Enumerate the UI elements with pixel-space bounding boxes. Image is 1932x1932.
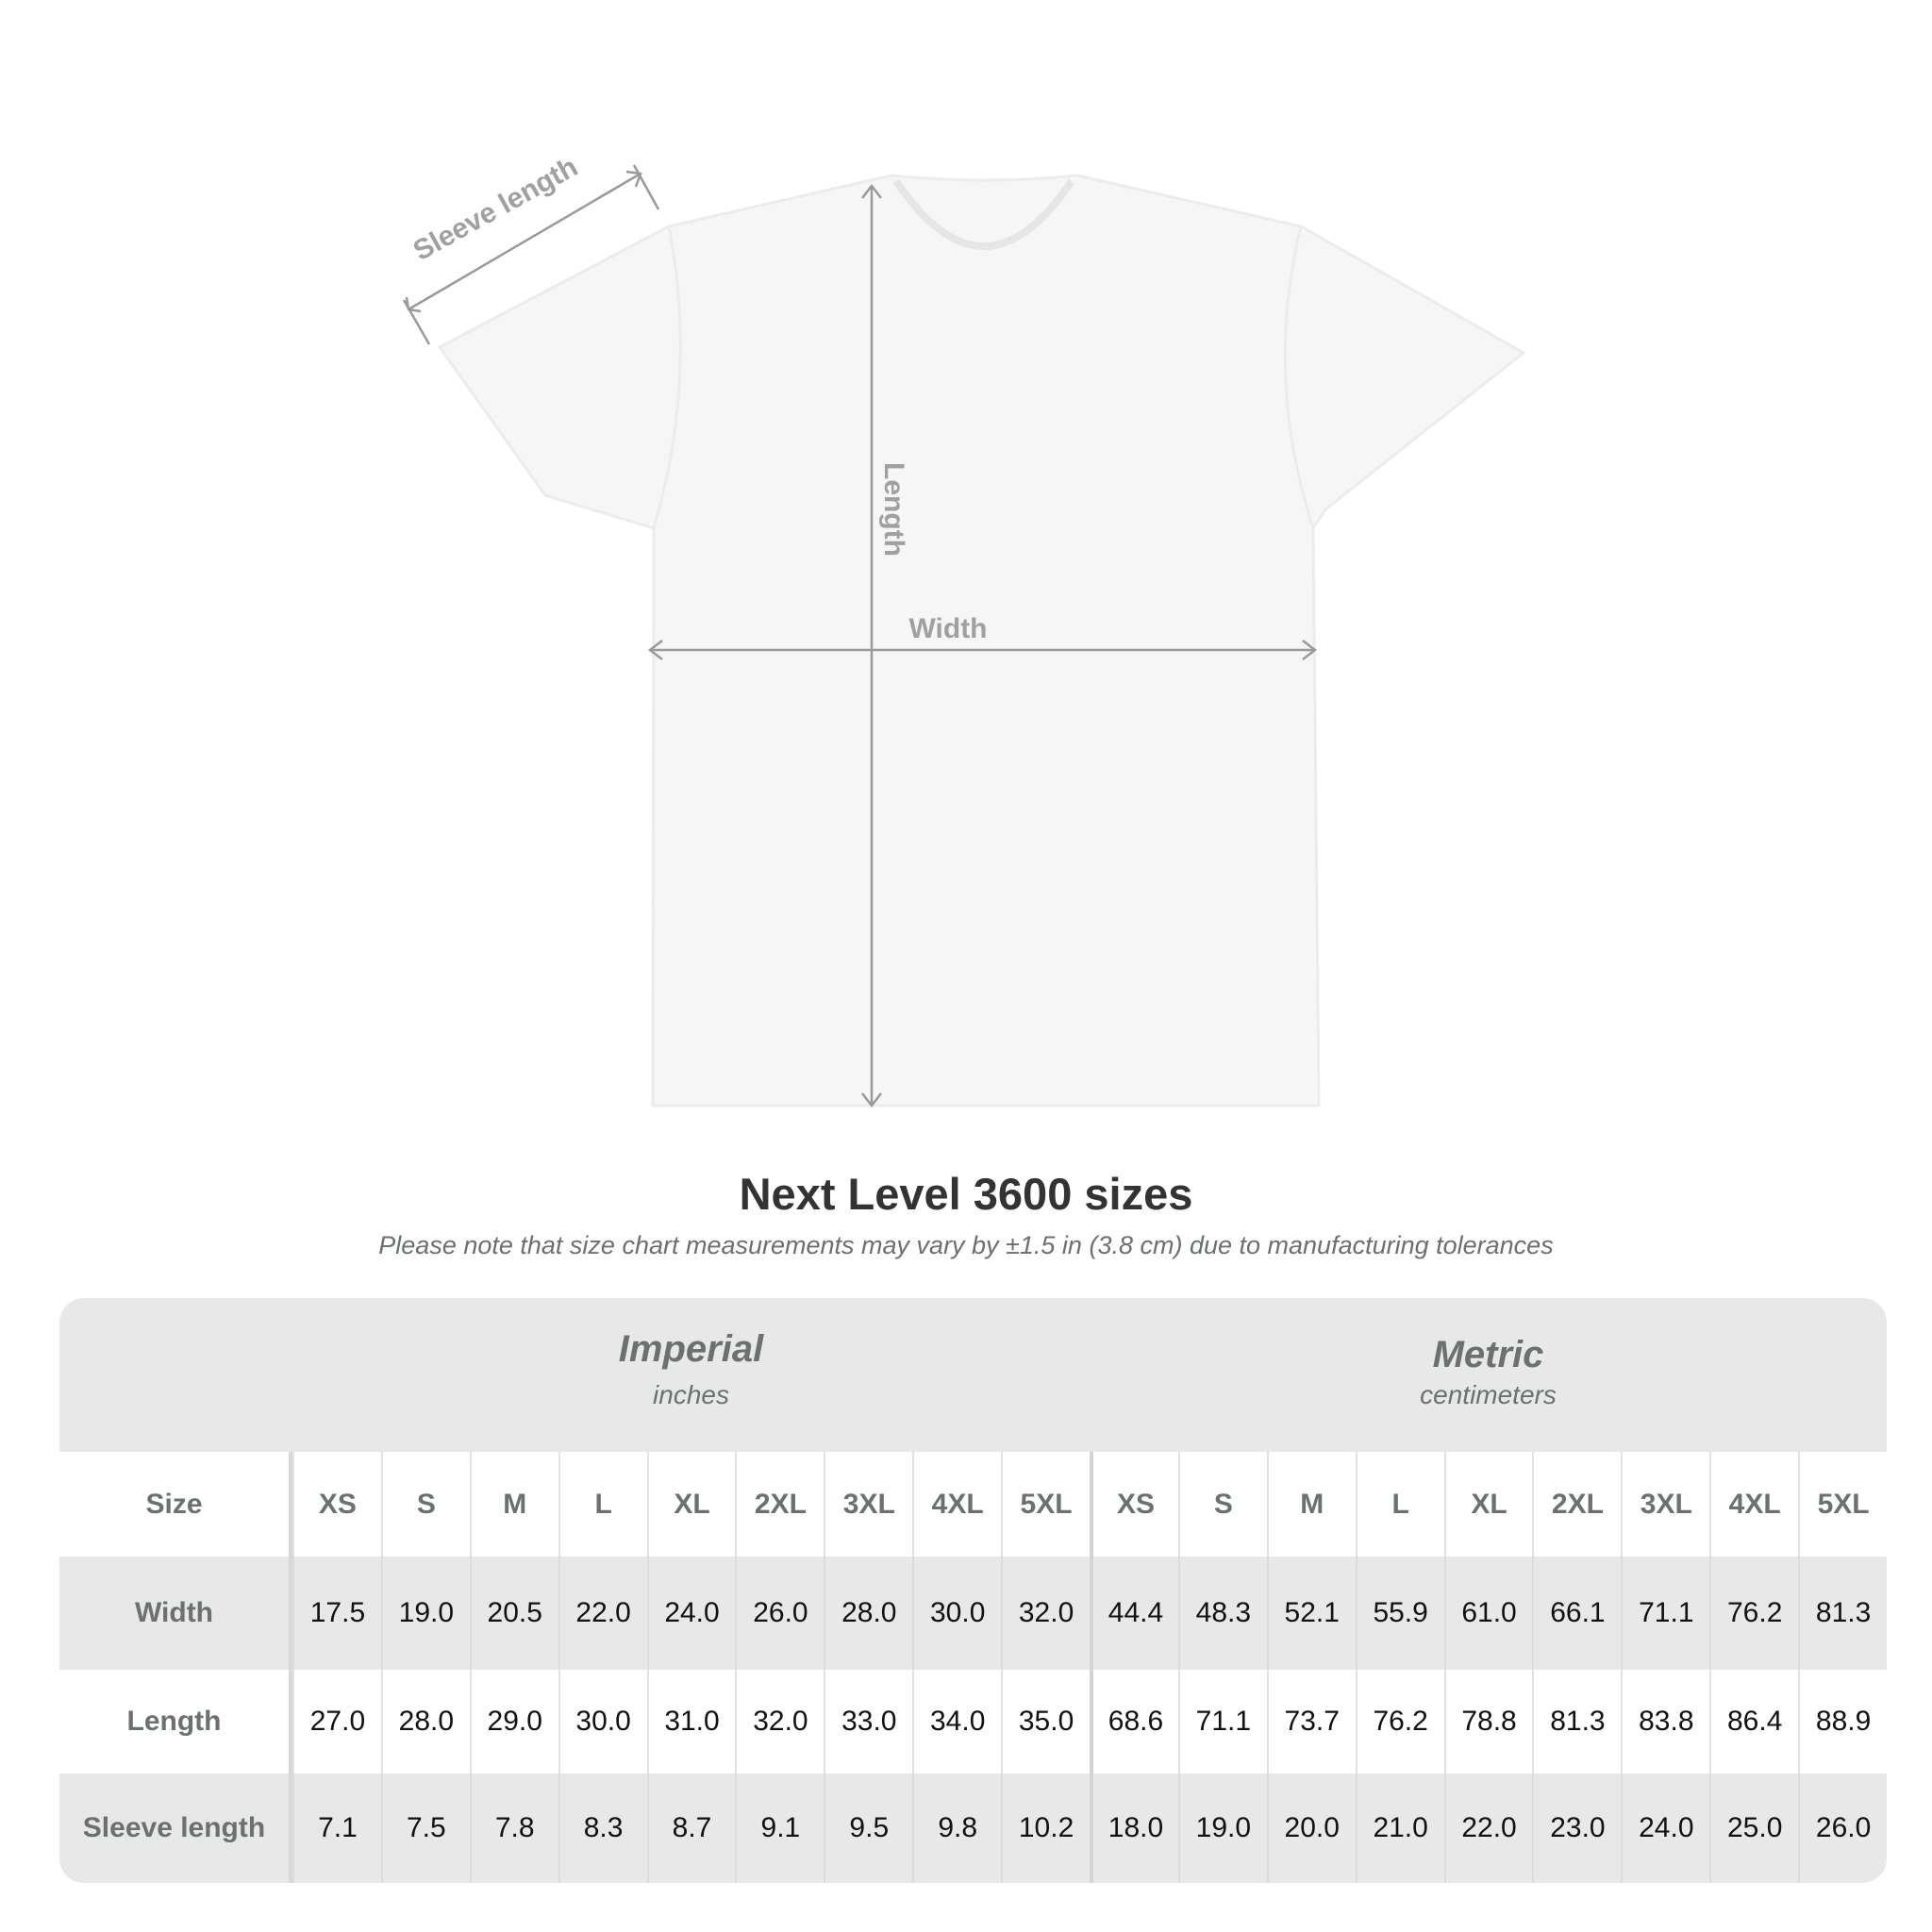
imperial-header: Imperial inches — [292, 1328, 1090, 1410]
metric-value-cell: 83.8 — [1621, 1670, 1709, 1774]
measure-arrows — [402, 164, 1318, 1108]
metric-value-cell: 68.6 — [1090, 1670, 1178, 1774]
imperial-value-cell: 30.0 — [558, 1670, 647, 1774]
imperial-value-cell: 9.1 — [735, 1774, 824, 1883]
row-label: Length — [59, 1670, 292, 1774]
collar — [892, 178, 1075, 250]
metric-value-cell: 86.4 — [1709, 1670, 1798, 1774]
size-row: Size XS S M L XL 2XL 3XL 4XL 5XL XS S M L XL 2XL 3XL 4XL 5… — [59, 1452, 1887, 1557]
imperial-value-cell: 7.8 — [469, 1774, 558, 1883]
sleeve-length-label: Sleeve length — [408, 151, 583, 267]
imperial-value-cell: 32.0 — [1001, 1557, 1090, 1670]
metric-size-5xl: 5XL — [1798, 1452, 1887, 1557]
metric-value-cell: 19.0 — [1177, 1774, 1267, 1883]
metric-unit: centimeters — [1420, 1380, 1557, 1409]
table-row-length: Length 27.0 28.0 29.0 30.0 31.0 32.0 33.0 34.0 35… — [59, 1670, 1887, 1774]
imperial-value-cell: 30.0 — [912, 1557, 1001, 1670]
tshirt-diagram: Sleeve length Length Width — [402, 151, 1526, 1108]
metric-size-m: M — [1266, 1452, 1356, 1557]
table-row-sleeve-length: Sleeve length 7.1 7.5 7.8 8.3 8.7 9.1 9.5 9.8 10.… — [59, 1774, 1887, 1883]
row-label: Sleeve length — [59, 1774, 292, 1883]
imperial-value-cell: 33.0 — [824, 1670, 912, 1774]
imperial-unit: inches — [653, 1380, 729, 1409]
row-label: Width — [59, 1557, 292, 1670]
metric-value-cell: 52.1 — [1266, 1557, 1356, 1670]
metric-value-cell: 18.0 — [1090, 1774, 1178, 1883]
metric-value-cell: 24.0 — [1621, 1774, 1709, 1883]
size-table: Imperial inches Metric centimeters Size X… — [59, 1298, 1887, 1883]
imperial-size-m: M — [469, 1452, 558, 1557]
metric-value-cell: 81.3 — [1532, 1670, 1621, 1774]
metric-value-cell: 71.1 — [1177, 1670, 1267, 1774]
tolerance-note: Please note that size chart measurements… — [378, 1231, 1554, 1259]
page-title: Next Level 3600 sizes — [739, 1169, 1193, 1219]
imperial-value-cell: 28.0 — [380, 1670, 470, 1774]
metric-size-xs: XS — [1090, 1452, 1178, 1557]
metric-size-l: L — [1355, 1452, 1444, 1557]
metric-title: Metric — [1432, 1334, 1544, 1375]
metric-value-cell: 76.2 — [1709, 1557, 1798, 1670]
imperial-value-cell: 17.5 — [292, 1557, 381, 1670]
metric-size-xl: XL — [1443, 1452, 1533, 1557]
imperial-value-cell: 10.2 — [1001, 1774, 1090, 1883]
metric-value-cell: 73.7 — [1266, 1670, 1356, 1774]
sleeve-seam-left — [652, 225, 682, 529]
imperial-size-4xl: 4XL — [912, 1452, 1001, 1557]
imperial-value-cell: 32.0 — [735, 1670, 824, 1774]
metric-value-cell: 48.3 — [1177, 1557, 1267, 1670]
metric-value-cell: 22.0 — [1443, 1774, 1533, 1883]
metric-value-cell: 78.8 — [1443, 1670, 1533, 1774]
imperial-value-cell: 20.5 — [469, 1557, 558, 1670]
metric-value-cell: 44.4 — [1090, 1557, 1178, 1670]
metric-value-cell: 71.1 — [1621, 1557, 1709, 1670]
imperial-size-3xl: 3XL — [824, 1452, 912, 1557]
imperial-value-cell: 8.3 — [558, 1774, 647, 1883]
metric-value-cell: 21.0 — [1355, 1774, 1444, 1883]
imperial-size-5xl: 5XL — [1001, 1452, 1090, 1557]
imperial-value-cell: 28.0 — [824, 1557, 912, 1670]
tshirt-shape — [437, 174, 1526, 1108]
sleeve-seam-right — [1283, 225, 1315, 529]
metric-value-cell: 88.9 — [1798, 1670, 1887, 1774]
imperial-value-cell: 27.0 — [292, 1670, 381, 1774]
metric-value-cell: 61.0 — [1443, 1557, 1533, 1670]
width-label: Width — [908, 613, 987, 644]
metric-header: Metric centimeters — [1090, 1334, 1887, 1410]
imperial-size-xl: XL — [646, 1452, 736, 1557]
imperial-value-cell: 7.1 — [292, 1774, 381, 1883]
metric-size-2xl: 2XL — [1532, 1452, 1621, 1557]
metric-value-cell: 76.2 — [1355, 1670, 1444, 1774]
imperial-size-l: L — [558, 1452, 647, 1557]
imperial-value-cell: 24.0 — [646, 1557, 736, 1670]
size-header-label: Size — [59, 1452, 292, 1557]
metric-value-cell: 25.0 — [1709, 1774, 1798, 1883]
table-row-width: Width 17.5 19.0 20.5 22.0 24.0 26.0 28.0 30.0 32.… — [59, 1557, 1887, 1670]
imperial-size-s: S — [380, 1452, 470, 1557]
imperial-value-cell: 9.8 — [912, 1774, 1001, 1883]
imperial-value-cell: 22.0 — [558, 1557, 647, 1670]
imperial-value-cell: 35.0 — [1001, 1670, 1090, 1774]
metric-value-cell: 55.9 — [1355, 1557, 1444, 1670]
imperial-value-cell: 26.0 — [735, 1557, 824, 1670]
metric-size-3xl: 3XL — [1621, 1452, 1709, 1557]
imperial-size-xs: XS — [292, 1452, 381, 1557]
metric-size-4xl: 4XL — [1709, 1452, 1798, 1557]
metric-value-cell: 81.3 — [1798, 1557, 1887, 1670]
imperial-value-cell: 19.0 — [380, 1557, 470, 1670]
length-label: Length — [878, 462, 909, 557]
metric-value-cell: 26.0 — [1798, 1774, 1887, 1883]
metric-value-cell: 66.1 — [1532, 1557, 1621, 1670]
imperial-value-cell: 9.5 — [824, 1774, 912, 1883]
imperial-value-cell: 34.0 — [912, 1670, 1001, 1774]
imperial-value-cell: 31.0 — [646, 1670, 736, 1774]
sleeve-arrow — [408, 172, 641, 311]
metric-value-cell: 20.0 — [1266, 1774, 1356, 1883]
imperial-value-cell: 7.5 — [380, 1774, 470, 1883]
imperial-value-cell: 29.0 — [469, 1670, 558, 1774]
imperial-title: Imperial — [618, 1328, 764, 1370]
metric-value-cell: 23.0 — [1532, 1774, 1621, 1883]
metric-size-s: S — [1177, 1452, 1267, 1557]
imperial-value-cell: 8.7 — [646, 1774, 736, 1883]
imperial-size-2xl: 2XL — [735, 1452, 824, 1557]
